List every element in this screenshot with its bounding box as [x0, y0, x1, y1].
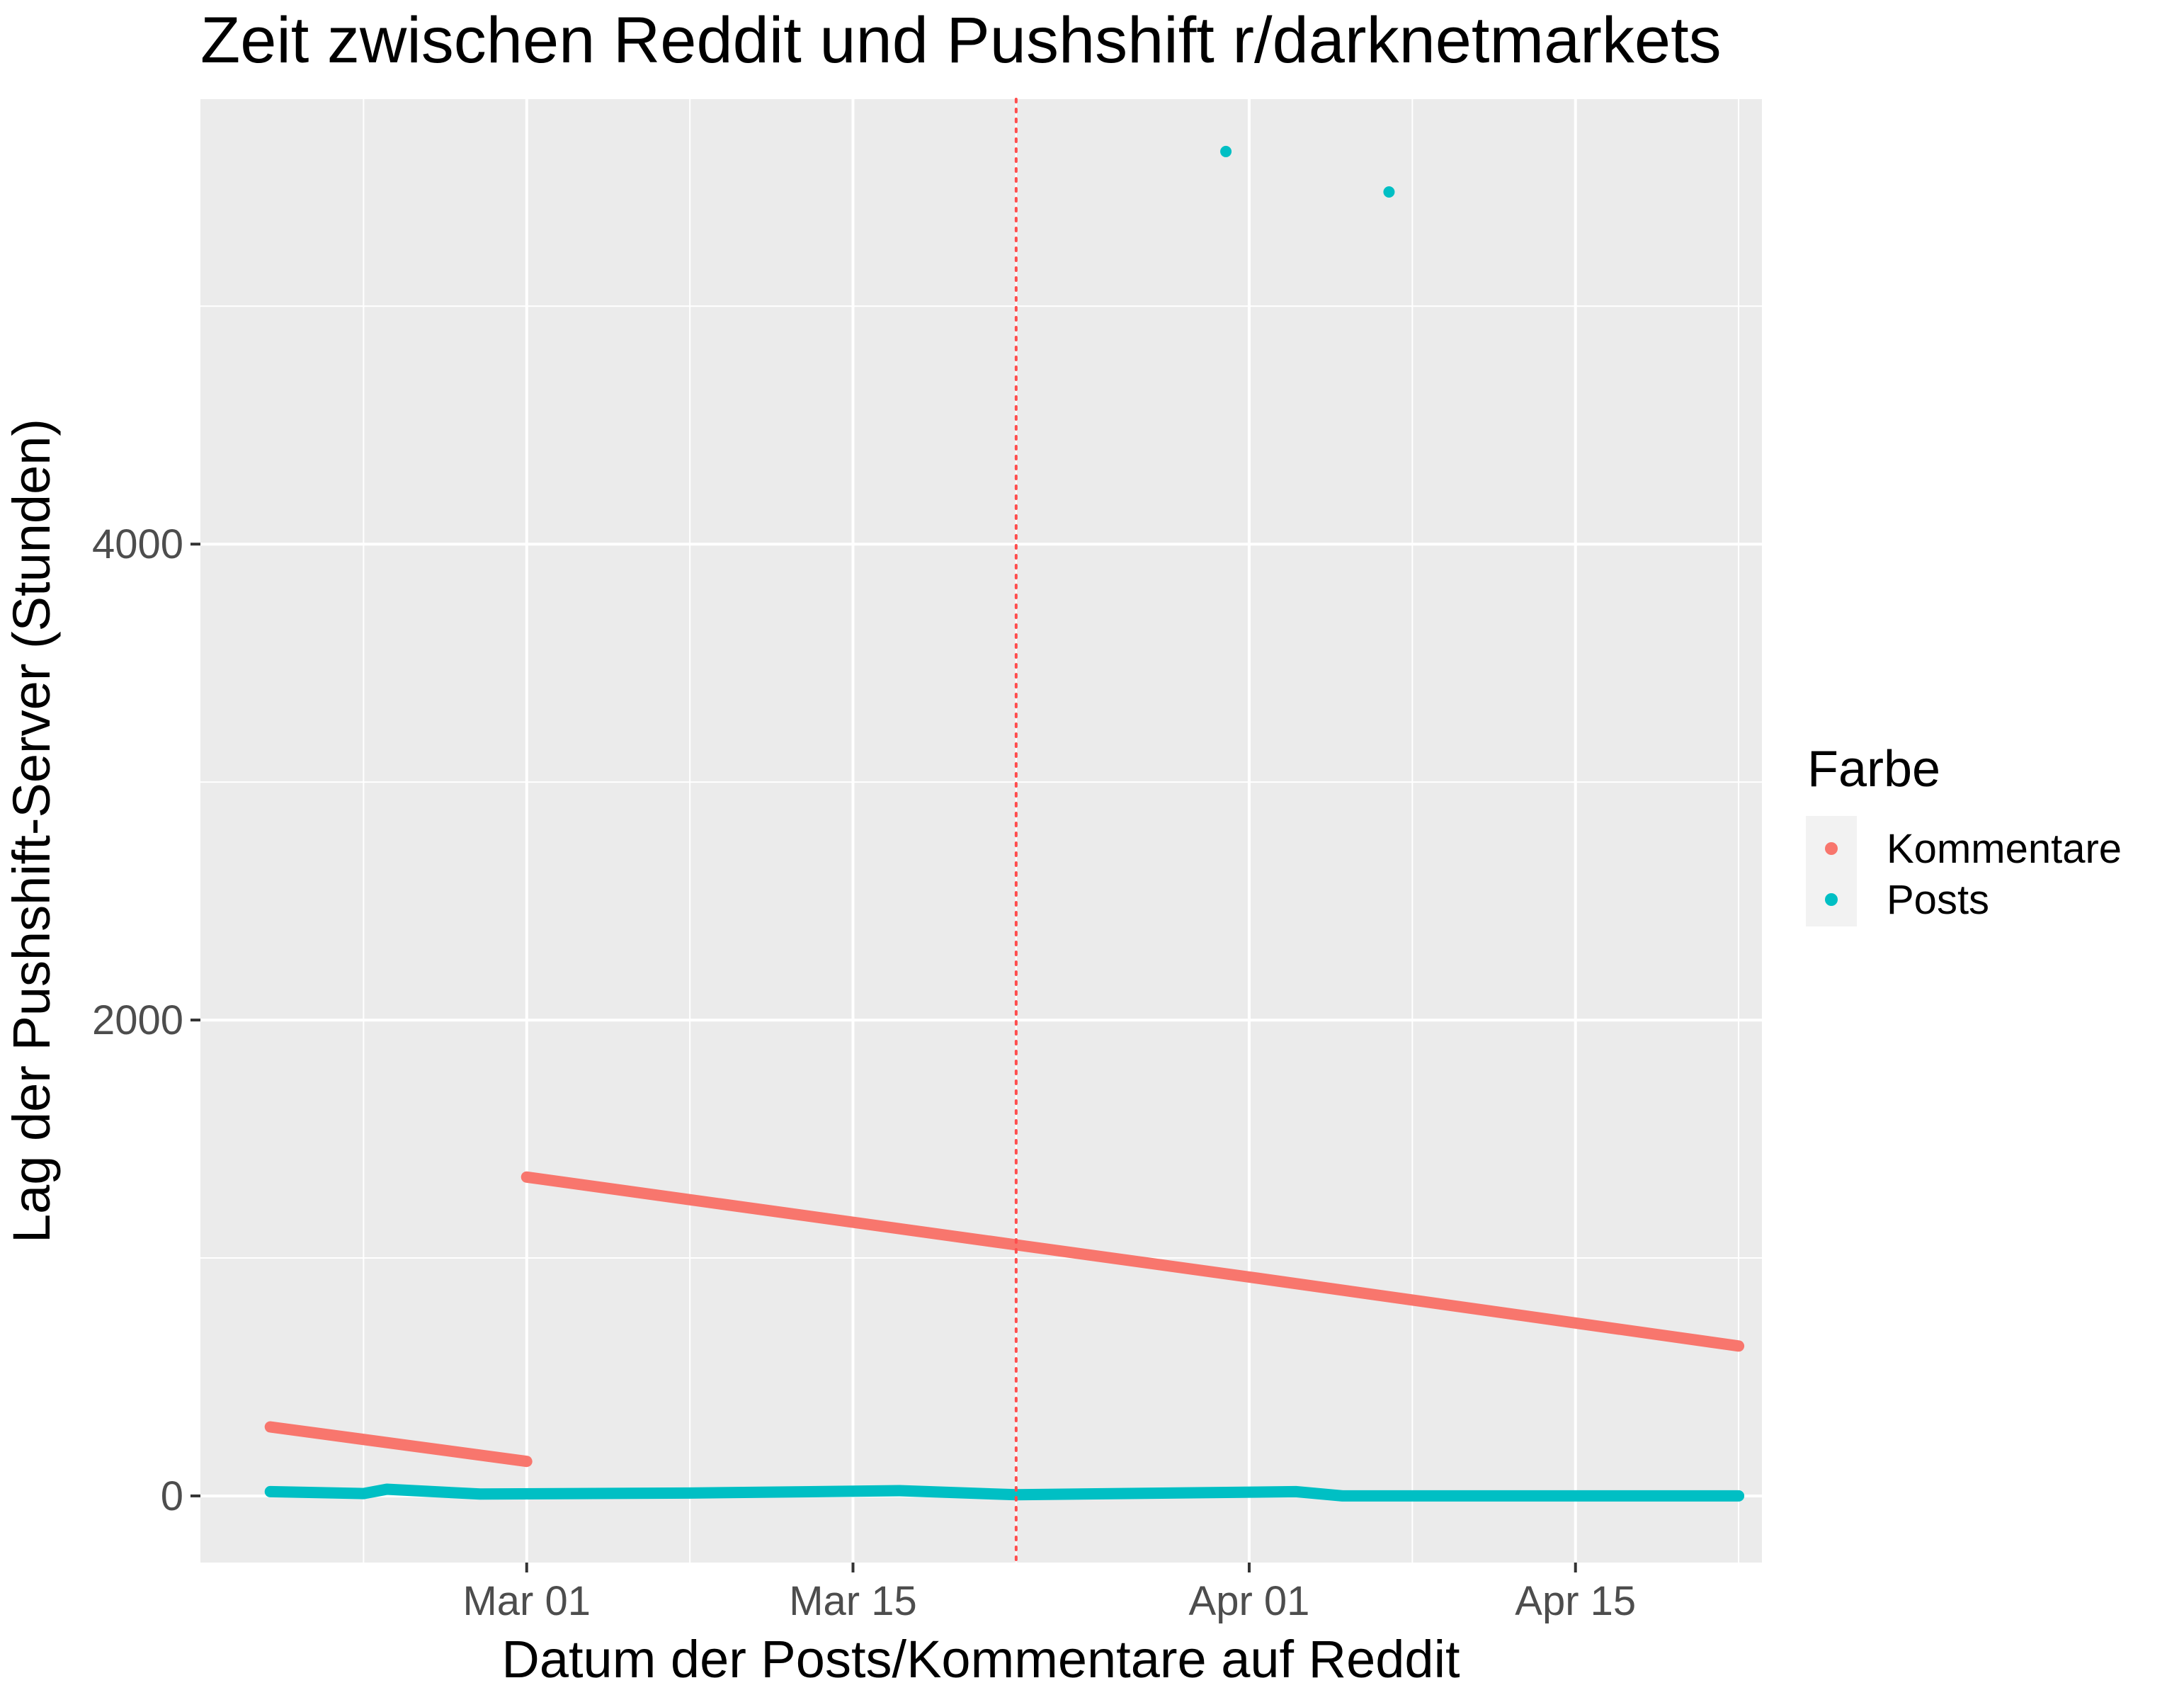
- legend-title: Farbe: [1807, 741, 1940, 798]
- x-tick-label: Mar 15: [789, 1578, 917, 1624]
- plot-panel: [200, 99, 1762, 1563]
- x-tick-label: Mar 01: [462, 1578, 591, 1624]
- y-tick-label: 2000: [92, 997, 183, 1043]
- series-kommentare-points: [264, 1421, 533, 1468]
- x-tick-label: Apr 15: [1515, 1578, 1636, 1624]
- legend-label-posts: Posts: [1887, 877, 1989, 923]
- series-posts-outlier-point: [1220, 145, 1232, 157]
- legend: Farbe Kommentare Posts: [1806, 741, 2122, 926]
- axis-ticks: [190, 543, 1577, 1572]
- x-tick-label: Apr 01: [1189, 1578, 1310, 1624]
- series-posts-points: [264, 1483, 1745, 1502]
- minor-gridlines: [200, 99, 1762, 1563]
- y-axis-title: Lag der Pushshift-Server (Stunden): [2, 419, 61, 1243]
- legend-key-posts: [1825, 893, 1838, 906]
- chart-title: Zeit zwischen Reddit und Pushshift r/dar…: [200, 4, 1722, 76]
- y-tick-label: 4000: [92, 521, 183, 567]
- tick-labels: Mar 01 Mar 15 Apr 01 Apr 15 0 2000 4000: [92, 521, 1636, 1624]
- data-series: [264, 145, 1745, 1502]
- legend-key-box: [1806, 816, 1857, 926]
- series-posts-outlier-point: [1383, 186, 1395, 198]
- legend-key-kommentare: [1825, 842, 1838, 855]
- y-tick-label: 0: [161, 1473, 183, 1519]
- series-kommentare-points: [521, 1171, 1745, 1352]
- legend-label-kommentare: Kommentare: [1887, 826, 2122, 872]
- x-axis-title: Datum der Posts/Kommentare auf Reddit: [501, 1630, 1460, 1689]
